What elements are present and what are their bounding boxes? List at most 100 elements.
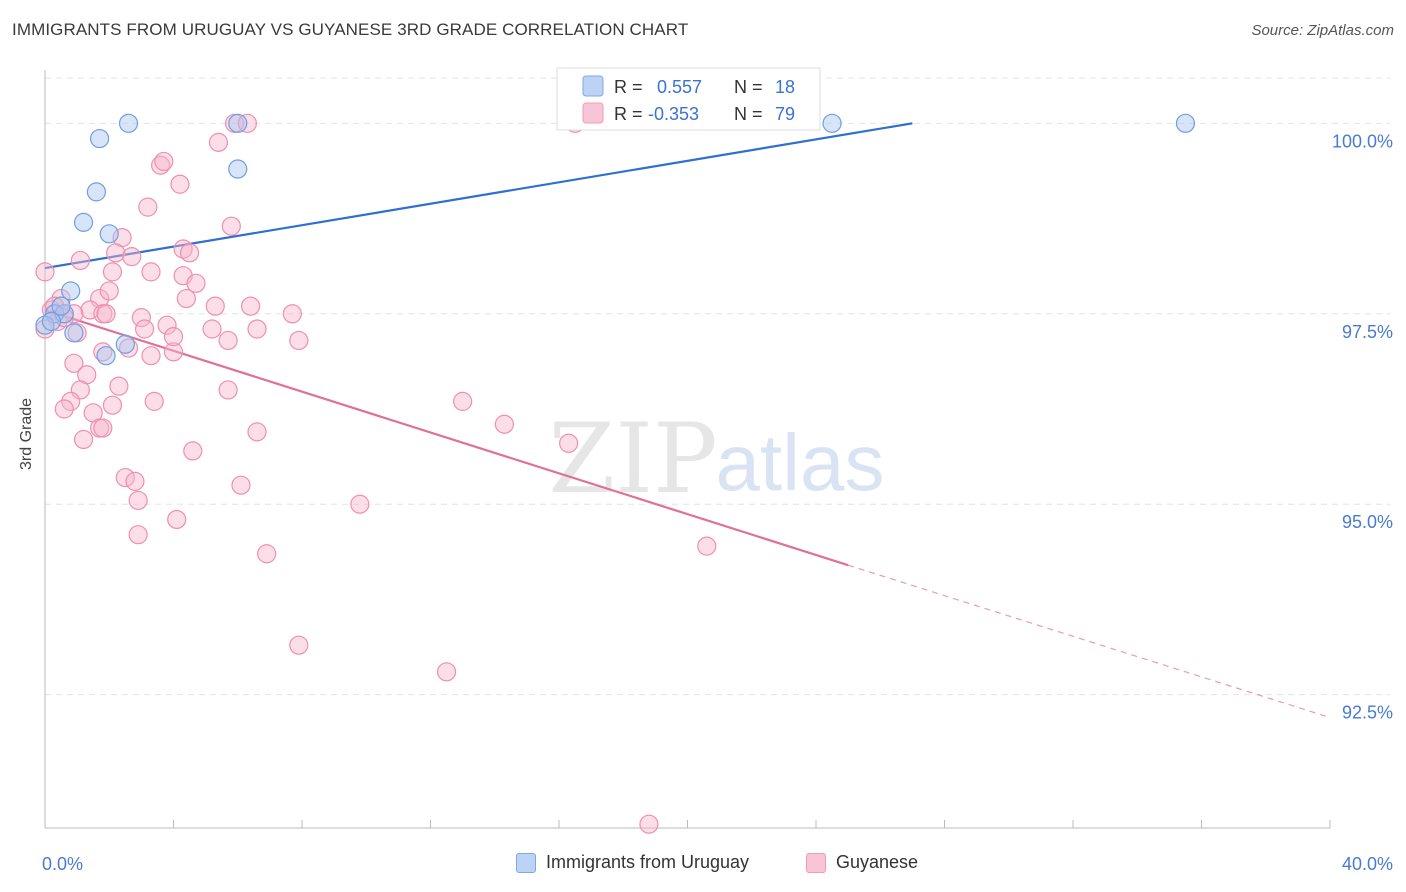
point-guyanese-66 <box>697 536 717 556</box>
point-guyanese-6 <box>138 197 158 217</box>
legend-item-guyanese[interactable]: Guyanese <box>806 852 918 873</box>
point-guyanese-16 <box>141 262 161 282</box>
point-uruguay-6 <box>86 182 107 202</box>
point-uruguay-3 <box>1175 113 1196 133</box>
y-tick-label-0: 92.5% <box>1342 703 1393 723</box>
y-tick-label-1: 95.0% <box>1342 512 1393 532</box>
chart-title: IMMIGRANTS FROM URUGUAY VS GUYANESE 3RD … <box>12 20 689 39</box>
point-guyanese-69 <box>436 662 457 682</box>
point-guyanese-70 <box>639 814 659 834</box>
y-tick-label-2: 97.5% <box>1342 322 1393 342</box>
point-uruguay-9 <box>61 281 81 301</box>
point-guyanese-50 <box>54 399 74 419</box>
point-guyanese-4 <box>151 155 171 175</box>
point-guyanese-14 <box>35 262 55 282</box>
point-guyanese-78 <box>163 327 184 347</box>
legend-n-value-uruguay: 18 <box>775 77 795 97</box>
point-guyanese-1 <box>237 113 257 133</box>
point-guyanese-28 <box>282 304 302 324</box>
point-guyanese-10 <box>106 243 126 263</box>
point-guyanese-46 <box>144 391 164 411</box>
point-guyanese-29 <box>131 307 151 328</box>
y-tick-label-3: 100.0% <box>1332 131 1393 151</box>
point-guyanese-76 <box>154 151 174 172</box>
point-guyanese-11 <box>122 247 142 267</box>
legend-r-label-guyanese: R = <box>614 104 643 124</box>
legend-n-label-uruguay: N = <box>734 77 763 97</box>
point-guyanese-23 <box>241 296 261 316</box>
legend-r-value-guyanese: -0.353 <box>648 104 699 124</box>
point-guyanese-13 <box>179 243 200 263</box>
axes <box>44 70 1331 829</box>
point-guyanese-63 <box>350 494 370 514</box>
point-uruguay-1 <box>228 113 248 133</box>
legend-item-uruguay[interactable]: Immigrants from Uruguay <box>516 852 749 873</box>
legend-swatch-guyanese <box>582 102 604 124</box>
point-guyanese-36 <box>218 330 238 351</box>
legend-top: R = 0.557 N = 18 R = -0.353 N = 79 <box>556 67 821 131</box>
point-guyanese-59 <box>115 467 135 488</box>
legend-n-label-guyanese: N = <box>734 104 763 124</box>
x-tick-label-0: 0.0% <box>42 854 83 874</box>
point-guyanese-60 <box>125 471 145 491</box>
point-guyanese-49 <box>453 391 473 411</box>
legend-swatch-uruguay <box>582 75 604 97</box>
point-guyanese-43 <box>109 376 129 396</box>
legend-r-value-uruguay: 0.557 <box>657 77 702 97</box>
point-uruguay-8 <box>99 224 119 244</box>
point-uruguay-5 <box>228 159 248 179</box>
point-guyanese-33 <box>247 319 267 339</box>
point-guyanese-53 <box>494 414 514 434</box>
point-guyanese-15 <box>102 262 123 282</box>
point-guyanese-38 <box>163 342 184 362</box>
point-guyanese-54 <box>247 422 267 442</box>
point-guyanese-74 <box>96 304 116 324</box>
point-guyanese-7 <box>221 216 241 236</box>
legend-bottom: Immigrants from Uruguay Guyanese <box>0 852 1406 878</box>
point-guyanese-45 <box>218 380 238 400</box>
point-uruguay-14 <box>115 334 135 354</box>
point-uruguay-4 <box>90 128 110 149</box>
point-guyanese-62 <box>128 490 148 511</box>
point-guyanese-77 <box>99 281 119 301</box>
point-uruguay-13 <box>64 323 84 343</box>
legend-label-uruguay: Immigrants from Uruguay <box>546 852 750 872</box>
point-guyanese-47 <box>61 391 81 411</box>
point-guyanese-68 <box>289 635 309 655</box>
point-guyanese-57 <box>559 433 579 453</box>
point-guyanese-73 <box>118 338 139 358</box>
point-guyanese-21 <box>176 288 196 309</box>
point-uruguay-15 <box>96 346 116 366</box>
point-guyanese-61 <box>231 475 251 495</box>
point-guyanese-5 <box>170 174 190 194</box>
legend-swatch-guyanese-bottom <box>806 852 826 873</box>
point-guyanese-39 <box>93 342 113 362</box>
point-guyanese-56 <box>73 429 94 450</box>
point-uruguay-7 <box>73 212 94 232</box>
data-points <box>35 113 1196 834</box>
point-guyanese-58 <box>183 441 203 461</box>
point-guyanese-25 <box>80 300 100 320</box>
tick-labels: 92.5% 95.0% 97.5% 100.0% 0.0% 40.0% <box>42 131 1393 874</box>
point-guyanese-67 <box>257 544 277 564</box>
point-uruguay-17 <box>51 296 71 316</box>
x-tick-label-1: 40.0% <box>1342 854 1393 874</box>
point-uruguay-2 <box>822 113 842 133</box>
legend-n-value-guyanese: 79 <box>775 104 795 124</box>
watermark: ZIP atlas <box>548 403 884 515</box>
point-guyanese-12 <box>70 250 90 271</box>
point-guyanese-22 <box>205 296 225 316</box>
point-guyanese-65 <box>128 525 148 545</box>
point-guyanese-34 <box>134 319 155 339</box>
legend-swatch-uruguay-bottom <box>516 852 536 873</box>
trend-line-guyanese-extension <box>847 564 1331 719</box>
trend-line-guyanese <box>44 308 849 567</box>
watermark-zip: ZIP <box>548 403 717 515</box>
point-guyanese-41 <box>64 353 84 373</box>
point-uruguay-16 <box>41 311 62 331</box>
point-guyanese-31 <box>157 315 177 335</box>
point-guyanese-48 <box>102 395 123 415</box>
point-guyanese-18 <box>186 273 206 293</box>
point-guyanese-64 <box>167 509 187 530</box>
